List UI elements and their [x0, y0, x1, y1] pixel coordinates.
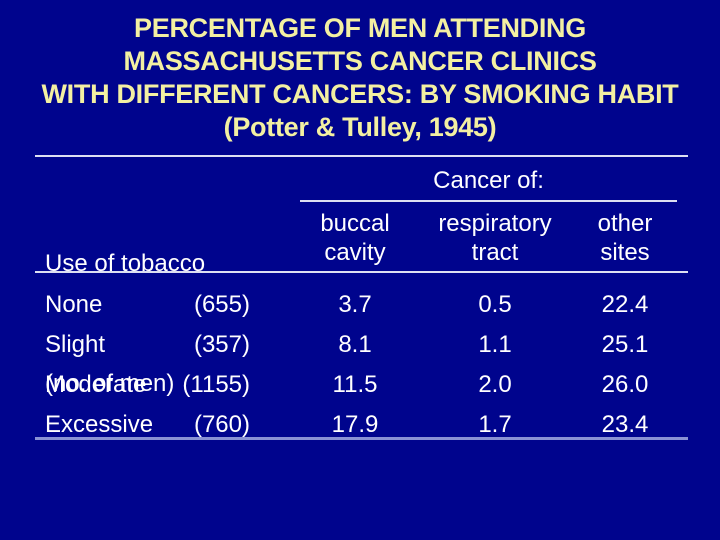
row-count: (760) — [193, 411, 250, 438]
value-other-sites: 23.4 — [601, 411, 649, 438]
column-header-buccal-line-2: cavity — [324, 239, 386, 266]
value-buccal-cavity: 8.1 — [338, 331, 372, 358]
row-count: (655) — [193, 291, 250, 318]
slide-title: PERCENTAGE OF MEN ATTENDING MASSACHUSETT… — [0, 12, 720, 144]
row-count: (1155) — [182, 371, 250, 398]
column-header-respiratory-tract: respiratory tract — [420, 209, 570, 267]
column-header-respiratory-line-1: respiratory — [438, 210, 552, 237]
data-table: Use of tobacco (no. of men) Cancer of: b… — [35, 155, 688, 447]
table-body: None (655) 3.7 0.5 22.4 Slight (357) 8.1… — [35, 285, 688, 445]
row-label: Excessive — [45, 411, 154, 438]
slide-title-line-1: PERCENTAGE OF MEN ATTENDING — [134, 13, 586, 43]
table-bottom-rule — [35, 437, 688, 440]
slide-title-line-4: (Potter & Tulley, 1945) — [223, 112, 497, 142]
value-other-sites: 26.0 — [601, 371, 649, 398]
table-top-rule — [35, 155, 688, 157]
group-header-underline-rule — [300, 200, 677, 202]
column-group-header: Cancer of: — [433, 167, 544, 194]
value-buccal-cavity: 11.5 — [332, 371, 378, 398]
column-header-other-line-2: sites — [600, 239, 650, 266]
value-respiratory-tract: 1.1 — [478, 331, 512, 358]
value-other-sites: 22.4 — [601, 291, 649, 318]
value-respiratory-tract: 2.0 — [478, 371, 512, 398]
table-row: Slight (357) 8.1 1.1 25.1 — [35, 325, 688, 365]
stub-header-line-2: (no. of men) — [45, 370, 175, 397]
row-label: Moderate — [45, 371, 147, 398]
table-header-bottom-rule — [35, 271, 688, 273]
table-row: Excessive (760) 17.9 1.7 23.4 — [35, 405, 688, 445]
column-header-buccal-cavity: buccal cavity — [250, 209, 460, 267]
stub-header-line-1: Use of tobacco — [45, 250, 206, 277]
row-label: Slight — [45, 331, 106, 358]
slide-title-line-3: WITH DIFFERENT CANCERS: BY SMOKING HABIT — [41, 79, 679, 109]
column-header-respiratory-line-2: tract — [471, 239, 519, 266]
table-row: None (655) 3.7 0.5 22.4 — [35, 285, 688, 325]
slide-title-line-2: MASSACHUSETTS CANCER CLINICS — [123, 46, 597, 76]
column-header-other-sites: other sites — [570, 209, 680, 267]
column-header-other-line-1: other — [597, 210, 653, 237]
column-header-buccal-line-1: buccal — [320, 210, 390, 237]
value-buccal-cavity: 3.7 — [338, 291, 372, 318]
row-label: None — [45, 291, 103, 318]
value-other-sites: 25.1 — [601, 331, 649, 358]
value-buccal-cavity: 17.9 — [331, 411, 379, 438]
row-count: (357) — [193, 331, 250, 358]
table-row: Moderate (1155) 11.5 2.0 26.0 — [35, 365, 688, 405]
value-respiratory-tract: 1.7 — [478, 411, 512, 438]
value-respiratory-tract: 0.5 — [478, 291, 512, 318]
